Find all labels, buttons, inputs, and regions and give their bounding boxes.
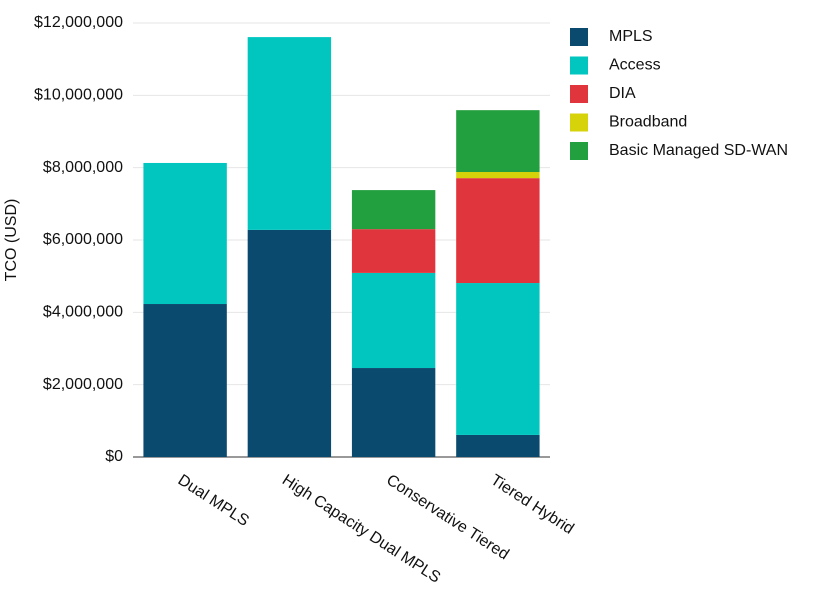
legend-label: Access <box>609 57 661 74</box>
legend-label: Basic Managed SD-WAN <box>609 142 788 159</box>
bar-segment <box>143 304 227 457</box>
bar-segment <box>351 272 436 369</box>
x-tick-label: Dual MPLS <box>175 472 252 530</box>
legend-swatch <box>570 28 588 46</box>
bar-segment <box>143 162 227 305</box>
x-tick-label: Tiered Hybrid <box>487 472 576 538</box>
y-tick-label: $4,000,000 <box>43 304 123 321</box>
bar-segment <box>351 229 436 273</box>
legend-swatch <box>570 113 588 132</box>
bar-segment <box>456 172 540 179</box>
bar-segment <box>456 178 540 284</box>
bar-segment <box>456 434 540 457</box>
y-tick-label: $2,000,000 <box>43 376 123 393</box>
y-tick-label: $12,000,000 <box>34 14 123 31</box>
legend-label: DIA <box>609 85 636 102</box>
y-tick-label: $10,000,000 <box>34 87 123 104</box>
bar-segment <box>456 110 540 173</box>
legend-swatch <box>570 85 588 103</box>
legend-label: Broadband <box>609 114 687 131</box>
legend-label: MPLS <box>609 28 653 45</box>
bar-segment <box>247 37 332 230</box>
legend-swatch <box>570 56 588 75</box>
y-tick-label: $8,000,000 <box>43 159 123 176</box>
bar-segment <box>456 283 540 435</box>
bar-segment <box>351 190 436 230</box>
bar-segment <box>247 229 332 457</box>
bar-segment <box>351 368 436 457</box>
legend-swatch <box>570 142 588 160</box>
y-tick-label: $0 <box>105 448 123 465</box>
y-axis-title: TCO (USD) <box>3 199 20 282</box>
y-tick-label: $6,000,000 <box>43 231 123 248</box>
